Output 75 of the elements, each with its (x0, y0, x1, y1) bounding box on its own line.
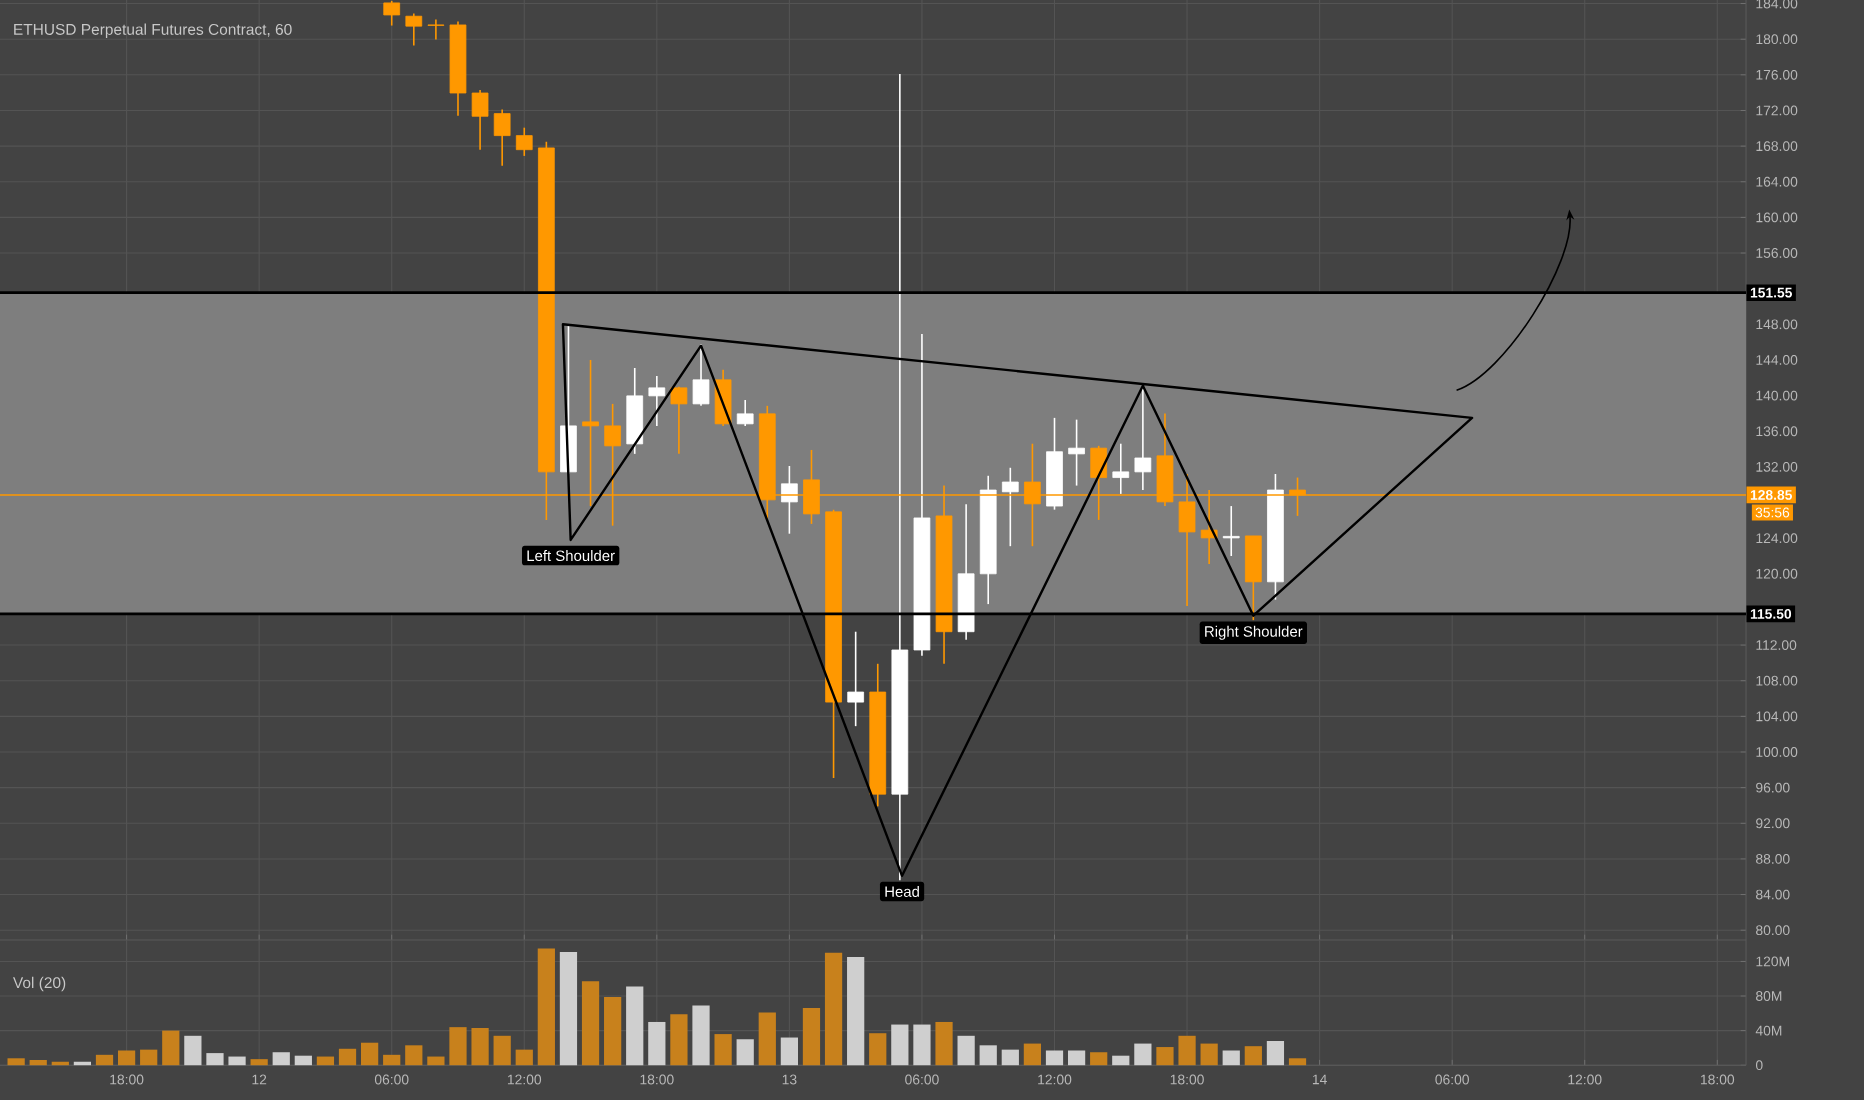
bar (1178, 1035, 1196, 1066)
bar (714, 1034, 732, 1066)
candlestick (1244, 535, 1262, 621)
bar (162, 1030, 180, 1066)
bar (935, 1021, 953, 1066)
bar (360, 1042, 379, 1066)
bar (206, 1053, 224, 1066)
bar (316, 1056, 335, 1066)
bar (250, 1059, 268, 1066)
bar (824, 952, 843, 1066)
bar (847, 957, 865, 1066)
bar (449, 1027, 467, 1066)
bar (427, 1056, 445, 1066)
candlestick (736, 399, 754, 427)
bar (515, 1049, 533, 1066)
bar (1023, 1043, 1042, 1066)
bar (913, 1024, 931, 1066)
bar (559, 951, 578, 1066)
candlestick (692, 343, 710, 407)
bar (184, 1035, 202, 1066)
candlestick (515, 126, 533, 157)
bar (1045, 1050, 1064, 1066)
bar (272, 1052, 290, 1066)
candlestick (1112, 442, 1130, 495)
candlestick (427, 18, 445, 41)
bar (1134, 1043, 1152, 1066)
candlestick (493, 108, 511, 167)
bar (1067, 1050, 1086, 1066)
candlestick (670, 385, 688, 455)
bar (294, 1055, 312, 1066)
bar (758, 1012, 776, 1066)
bar (1266, 1040, 1285, 1066)
bar (692, 1005, 710, 1066)
bar (1112, 1055, 1130, 1066)
bar (7, 1058, 25, 1066)
bar (780, 1037, 798, 1066)
bar (228, 1056, 246, 1066)
bar (957, 1035, 975, 1066)
bar (1090, 1052, 1108, 1066)
bar (1156, 1047, 1174, 1066)
bar (95, 1054, 114, 1066)
bar (338, 1048, 357, 1066)
bar (736, 1039, 754, 1066)
bar (29, 1060, 47, 1066)
candlestick (847, 630, 865, 727)
bar (581, 981, 600, 1066)
bar (1222, 1050, 1240, 1066)
candlestick (1068, 418, 1085, 487)
candlestick (1134, 384, 1152, 491)
bar (1244, 1046, 1262, 1066)
bar (405, 1045, 423, 1066)
candlestick (383, 0, 401, 27)
bar (537, 948, 555, 1066)
bar (979, 1045, 997, 1066)
candlestick (471, 89, 489, 151)
bar (802, 1008, 821, 1066)
bar (117, 1050, 136, 1066)
bar (1200, 1043, 1218, 1066)
bar (1288, 1058, 1307, 1066)
bar (670, 1014, 688, 1066)
bar (604, 996, 622, 1066)
candlestick (1001, 466, 1019, 547)
candlestick (648, 375, 666, 427)
bar (383, 1054, 401, 1066)
candlestick (405, 12, 423, 47)
bar (493, 1035, 511, 1066)
bar (648, 1021, 666, 1066)
bar (140, 1049, 158, 1066)
candlestick (781, 465, 798, 535)
bar (1001, 1049, 1019, 1066)
bar (869, 1033, 887, 1066)
candlestick (1222, 505, 1240, 557)
bar (471, 1028, 489, 1066)
bar (891, 1024, 909, 1066)
bar (626, 986, 644, 1066)
